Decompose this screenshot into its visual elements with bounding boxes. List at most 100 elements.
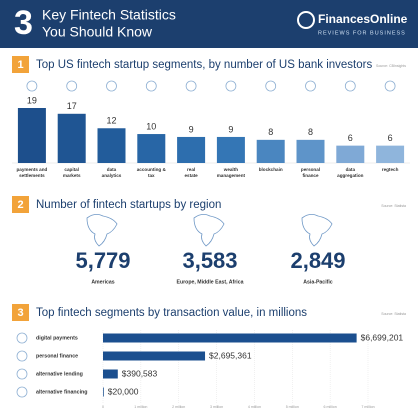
x-tick-label: 3 million xyxy=(210,405,223,409)
value-label: $2,695,361 xyxy=(209,350,252,360)
stat-value: 2,849 xyxy=(290,248,345,273)
section-number: 1 xyxy=(17,59,23,71)
category-label-line: personal xyxy=(301,167,320,172)
category-label-line: analytics xyxy=(102,173,122,178)
stat-label: Asia-Pacific xyxy=(303,279,333,285)
segment-icon xyxy=(225,80,237,92)
category-label-line: data xyxy=(346,167,356,172)
category-label-line: tax xyxy=(148,173,155,178)
value-label: 9 xyxy=(228,124,233,134)
category-label-line: wealth xyxy=(223,167,238,172)
stat-label: Americas xyxy=(91,279,114,285)
category-label-line: payments and xyxy=(16,167,47,172)
section-number: 2 xyxy=(17,199,23,211)
segment-icon xyxy=(185,80,197,92)
section-title: Top US fintech startup segments, by numb… xyxy=(36,59,372,71)
header-number: 3 xyxy=(14,4,33,42)
category-label: digital payments xyxy=(36,335,78,341)
logo-icon xyxy=(297,11,315,29)
x-tick-label: 5 million xyxy=(286,405,299,409)
category-label: alternative financing xyxy=(36,389,88,395)
section-number: 3 xyxy=(17,307,23,319)
value-label: 6 xyxy=(388,133,393,143)
stat-value: 3,583 xyxy=(182,248,237,273)
x-tick-label: 0 xyxy=(102,405,104,409)
bar xyxy=(177,136,206,163)
category-label-line: finance xyxy=(302,173,319,178)
category-label-line: estate xyxy=(184,173,198,178)
category-label-line: aggregation xyxy=(337,173,363,178)
value-label: $20,000 xyxy=(108,386,139,396)
bar xyxy=(256,139,285,163)
bar xyxy=(376,145,405,163)
category-label-line: management xyxy=(217,173,246,178)
value-label: 19 xyxy=(27,95,37,105)
value-label: 17 xyxy=(67,101,77,111)
segment-icon xyxy=(106,80,117,92)
category-label: capital markets xyxy=(63,167,81,178)
bar xyxy=(103,351,206,361)
source: Source: Statista xyxy=(381,312,406,316)
segment-icon xyxy=(16,386,28,398)
bar xyxy=(336,145,365,163)
category-label-line: real xyxy=(187,167,195,172)
category-label: data aggregation xyxy=(337,167,363,178)
brand: FinancesOnline xyxy=(318,12,408,26)
bar xyxy=(296,139,325,163)
value-label: 6 xyxy=(348,133,353,143)
bar xyxy=(57,113,86,163)
tagline: REVIEWS FOR BUSINESS xyxy=(318,30,406,36)
segment-icon xyxy=(66,80,78,92)
bar xyxy=(17,108,46,163)
category-label: real estate xyxy=(184,167,198,178)
segment-icon xyxy=(16,350,28,362)
category-label-line: capital xyxy=(64,167,79,172)
category-label: accounting & tax xyxy=(137,167,167,178)
category-label: data analytics xyxy=(102,167,122,178)
header-band xyxy=(0,0,418,48)
header-title: You Should Know xyxy=(42,24,153,40)
x-tick-label: 6 million xyxy=(324,405,337,409)
segment-icon xyxy=(16,332,28,344)
bar xyxy=(216,136,245,163)
value-label: 8 xyxy=(308,127,313,137)
value-label: $390,583 xyxy=(122,368,158,378)
bar xyxy=(137,134,166,163)
segment-icon xyxy=(265,80,277,92)
segment-icon xyxy=(16,368,28,380)
x-tick-label: 7 million xyxy=(361,405,374,409)
category-label: alternative lending xyxy=(36,371,83,377)
header-title: Key Fintech Statistics xyxy=(42,7,176,23)
section-badge xyxy=(12,56,29,73)
value-label: 12 xyxy=(106,116,116,126)
category-label: payments and settlements xyxy=(16,167,47,178)
value-label: $6,699,201 xyxy=(361,332,404,342)
category-label: regtech xyxy=(382,167,399,172)
x-tick-label: 1 million xyxy=(134,405,147,409)
bar xyxy=(103,333,357,343)
segment-icon xyxy=(305,80,316,92)
section-title: Top fintech segments by transaction valu… xyxy=(36,307,307,319)
region-map xyxy=(193,214,225,247)
segment-icon xyxy=(26,80,38,92)
segment-icon xyxy=(145,80,157,92)
x-tick-label: 4 million xyxy=(248,405,261,409)
bar xyxy=(103,369,118,379)
category-label-line: settlements xyxy=(19,173,45,178)
section-badge xyxy=(12,196,29,213)
category-label: wealth management xyxy=(217,167,246,178)
value-label: 9 xyxy=(189,124,194,134)
value-label: 8 xyxy=(268,127,273,137)
segment-icon xyxy=(344,80,356,92)
section-badge xyxy=(12,304,29,321)
stat-value: 5,779 xyxy=(75,248,130,273)
segment-icon xyxy=(384,80,396,92)
region-map xyxy=(301,214,333,247)
category-label-line: markets xyxy=(63,173,81,178)
bar xyxy=(97,128,126,163)
category-label: blockchain xyxy=(259,167,283,172)
region-map xyxy=(86,214,118,247)
source: Source: CBInsights xyxy=(376,64,406,68)
source: Source: Statista xyxy=(381,204,406,208)
